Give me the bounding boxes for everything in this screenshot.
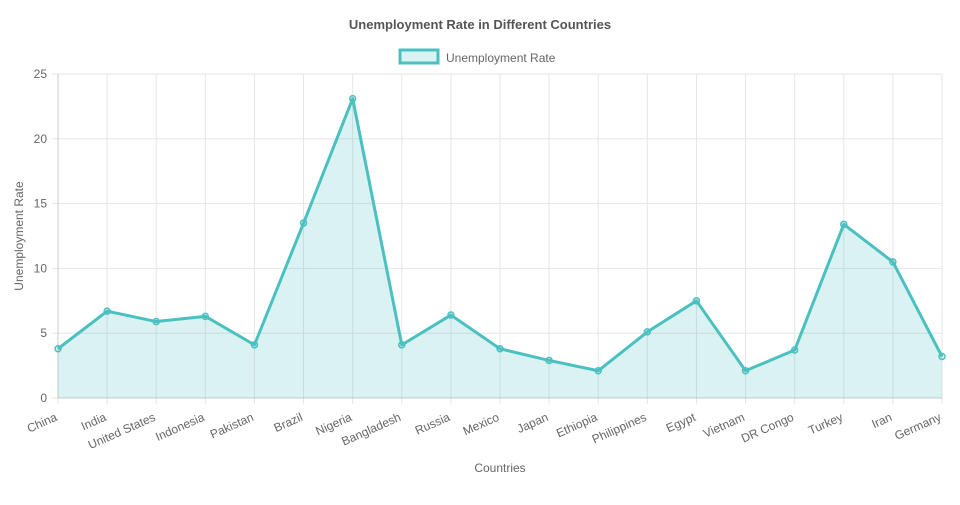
y-axis-ticks: 0 5 10 15 20 25 [34, 67, 48, 405]
data-point-japan[interactable] [545, 356, 553, 365]
grid [52, 73, 943, 404]
y-axis-title: Unemployment Rate [12, 181, 26, 291]
legend-label[interactable]: Unemployment Rate [446, 51, 556, 65]
chart-title: Unemployment Rate in Different Countries [349, 17, 611, 32]
series-line [57, 97, 944, 373]
y-tick-label: 25 [34, 67, 48, 81]
x-tick-label: Indonesia [153, 410, 207, 444]
x-tick-label: India [79, 410, 109, 434]
x-tick-label: Germany [892, 410, 943, 443]
x-tick-label: Egypt [664, 410, 698, 436]
legend-swatch[interactable] [398, 48, 440, 65]
data-point-pakistan[interactable] [250, 341, 259, 349]
data-point-iran[interactable] [889, 258, 897, 266]
x-tick-label: Brazil [272, 410, 305, 435]
data-point-egypt[interactable] [692, 297, 701, 305]
y-tick-label: 20 [34, 132, 48, 146]
x-tick-label: DR Congo [739, 410, 796, 446]
series-layer [54, 94, 946, 399]
x-tick-label: China [25, 410, 60, 436]
data-point-china[interactable] [54, 345, 62, 353]
x-tick-label: Russia [413, 410, 453, 438]
data-point-philippines[interactable] [643, 328, 652, 336]
data-point-mexico[interactable] [496, 345, 504, 353]
series-area [58, 98, 942, 399]
data-point-indonesia[interactable] [201, 312, 210, 321]
x-axis-title: Countries [474, 461, 525, 475]
data-point-dr-congo[interactable] [790, 346, 799, 354]
data-point-germany[interactable] [938, 352, 946, 361]
x-tick-label: Turkey [806, 410, 845, 438]
data-point-vietnam[interactable] [741, 367, 750, 375]
x-tick-label: Pakistan [208, 410, 256, 442]
x-tick-label: Mexico [461, 410, 502, 438]
data-point-russia[interactable] [447, 311, 455, 319]
y-tick-label: 0 [40, 391, 47, 405]
legend[interactable]: Unemployment Rate [398, 48, 556, 65]
x-tick-label: Japan [515, 410, 551, 436]
data-point-nigeria[interactable] [348, 94, 357, 103]
data-point-turkey[interactable] [840, 220, 848, 229]
x-tick-label: Philippines [590, 410, 649, 446]
data-point-united-states[interactable] [152, 317, 160, 326]
y-tick-label: 15 [34, 197, 48, 211]
data-point-brazil[interactable] [299, 219, 308, 227]
x-tick-label: Iran [870, 410, 895, 431]
data-point-india[interactable] [103, 307, 111, 315]
y-tick-label: 10 [34, 261, 48, 275]
data-point-ethiopia[interactable] [594, 367, 602, 375]
y-tick-label: 5 [40, 326, 47, 340]
data-point-bangladesh[interactable] [398, 341, 406, 349]
